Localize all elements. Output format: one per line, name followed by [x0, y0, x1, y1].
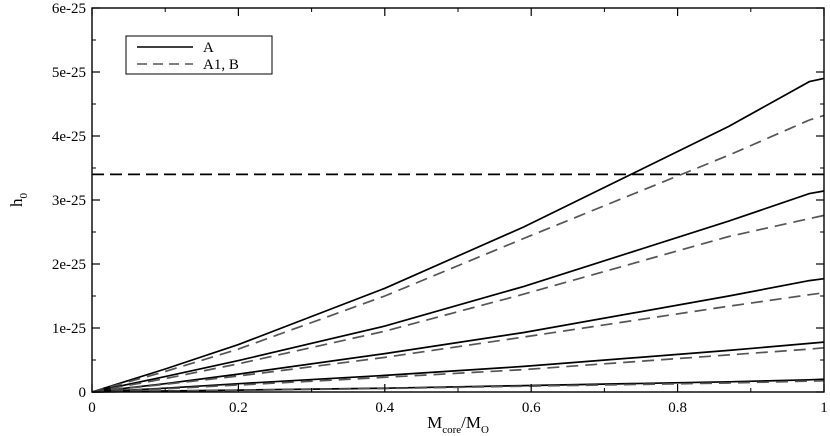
x-axis-title-main: M — [427, 413, 442, 432]
x-axis-title-sub1: core — [442, 424, 461, 436]
series-line-a1-b-3 — [91, 346, 825, 393]
x-axis-title: Mcore/MO — [427, 413, 489, 436]
x-axis-title-sub2: O — [481, 424, 489, 436]
y-axis-title: h0 — [7, 193, 30, 208]
plot-lines — [91, 77, 825, 393]
y-axis-title-main: h — [7, 198, 26, 207]
x-tick-label: 1 — [820, 400, 828, 416]
axis-ticks: 0 0.2 0.4 0.6 0.8 1 0 1e-25 2e-25 3e-25 4e-25 5e-25… — [52, 1, 828, 416]
series-line-a-1 — [91, 190, 825, 393]
x-tick-label: 0.4 — [375, 400, 394, 416]
series-line-a1-b-0 — [91, 114, 825, 393]
series-line-a1-b-2 — [91, 291, 825, 393]
x-tick-label: 0.8 — [668, 400, 687, 416]
y-tick-label: 1e-25 — [52, 321, 86, 337]
series-line-a-2 — [91, 277, 825, 393]
legend-box — [125, 35, 273, 75]
series-line-a1-b-1 — [91, 214, 825, 393]
series-line-a1-b-4 — [91, 379, 825, 393]
y-tick-label: 2e-25 — [52, 257, 86, 273]
series-line-a-3 — [91, 341, 825, 393]
y-tick-label: 3e-25 — [52, 193, 86, 209]
legend: A A1, B — [125, 35, 273, 75]
x-axis-title-sep: /M — [461, 413, 481, 432]
legend-label-a1-b: A1, B — [203, 57, 239, 73]
x-tick-label: 0 — [88, 400, 96, 416]
y-tick-label: 5e-25 — [52, 65, 86, 81]
y-axis-title-sub: 0 — [18, 193, 30, 199]
x-tick-label: 0.6 — [522, 400, 541, 416]
x-tick-label: 0.2 — [229, 400, 248, 416]
y-tick-label: 6e-25 — [52, 1, 86, 17]
y-tick-label: 4e-25 — [52, 129, 86, 145]
series-line-a-0 — [91, 77, 825, 393]
legend-label-a: A — [203, 40, 214, 56]
y-tick-label: 0 — [79, 385, 87, 401]
